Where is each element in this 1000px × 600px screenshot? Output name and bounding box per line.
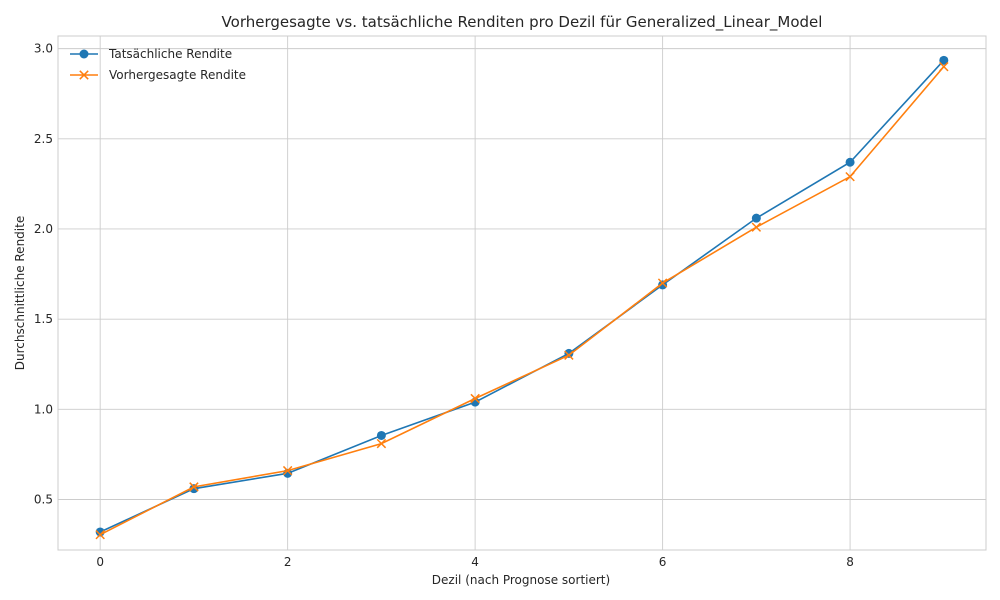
y-axis-ticks: 0.5 1.0 1.5 2.0 2.5 3.0 xyxy=(34,42,53,507)
x-tick-label: 6 xyxy=(659,555,667,569)
x-axis-label: Dezil (nach Prognose sortiert) xyxy=(432,573,610,587)
legend-item-predicted: Vorhergesagte Rendite xyxy=(70,68,246,82)
y-tick-label: 2.5 xyxy=(34,132,53,146)
x-axis-ticks: 0 2 4 6 8 xyxy=(96,555,854,569)
x-tick-label: 4 xyxy=(471,555,479,569)
data-point-predicted xyxy=(189,482,199,492)
legend: Tatsächliche Rendite Vorhergesagte Rendit… xyxy=(70,47,246,82)
data-point-predicted xyxy=(845,171,855,182)
y-tick-label: 0.5 xyxy=(34,493,53,507)
data-point-predicted xyxy=(751,222,762,232)
y-tick-label: 1.0 xyxy=(34,402,53,416)
data-point-predicted xyxy=(282,465,293,476)
y-axis-label: Durchschnittliche Rendite xyxy=(13,216,27,370)
chart-title: Vorhergesagte vs. tatsächliche Renditen … xyxy=(222,13,823,32)
plot-frame xyxy=(57,35,987,551)
data-point-predicted xyxy=(657,278,668,288)
grid xyxy=(58,36,986,550)
legend-item-actual: Tatsächliche Rendite xyxy=(70,47,232,61)
data-point-actual xyxy=(845,157,855,167)
data-point-predicted xyxy=(939,61,949,72)
legend-marker xyxy=(79,70,89,80)
data-point-predicted xyxy=(470,393,480,404)
data-point-predicted xyxy=(95,529,105,540)
y-tick-label: 3.0 xyxy=(34,42,53,56)
legend-marker xyxy=(79,49,89,59)
series-line-actual xyxy=(99,59,945,533)
data-point-actual xyxy=(751,213,761,223)
legend-label: Vorhergesagte Rendite xyxy=(109,68,246,82)
data-point-predicted xyxy=(376,438,387,449)
x-tick-label: 2 xyxy=(284,555,292,569)
data-point-actual xyxy=(376,430,386,440)
series-line-predicted xyxy=(99,66,945,536)
x-tick-label: 0 xyxy=(96,555,104,569)
x-tick-label: 8 xyxy=(846,555,854,569)
legend-label: Tatsächliche Rendite xyxy=(108,47,232,61)
data-point-predicted xyxy=(564,350,574,360)
y-tick-label: 1.5 xyxy=(34,312,53,326)
y-tick-label: 2.0 xyxy=(34,222,53,236)
data-point-actual xyxy=(939,55,949,65)
series-layer xyxy=(95,55,949,540)
series-actual xyxy=(95,55,949,537)
series-predicted xyxy=(95,61,949,540)
